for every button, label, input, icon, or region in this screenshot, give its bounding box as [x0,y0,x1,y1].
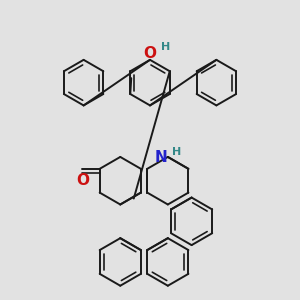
Text: O: O [76,173,89,188]
Text: H: H [161,42,170,52]
Text: H: H [172,147,181,157]
Text: N: N [154,150,167,165]
Text: O: O [143,46,157,62]
